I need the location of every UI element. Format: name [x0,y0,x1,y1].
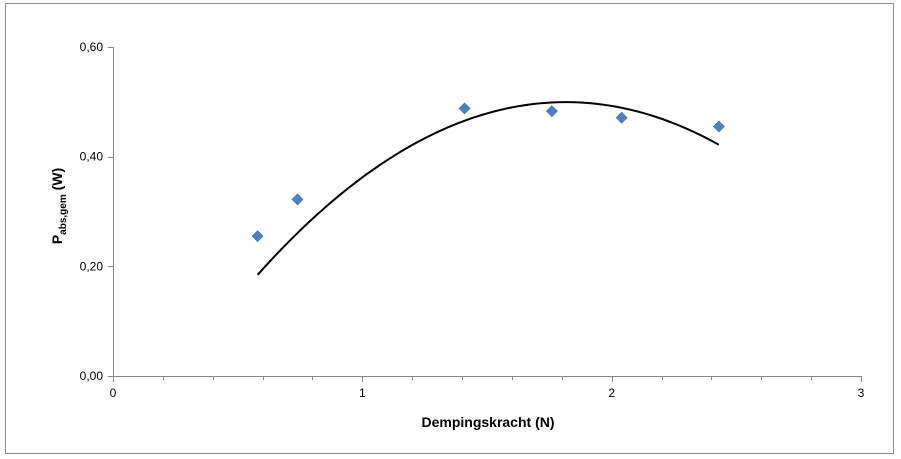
data-point [712,120,725,133]
y-tick-label: 0,60 [80,40,104,54]
trendline [256,101,720,276]
tick-labels-layer: 0,00 0,20 0,40 0,60 0 1 2 3 [80,40,865,400]
x-tick-label: 3 [858,386,865,400]
y-tick-label: 0,20 [80,259,104,273]
y-tick-label: 0,40 [80,150,104,164]
x-tick-label: 1 [359,386,366,400]
y-tick-label: 0,00 [80,369,104,383]
x-axis-title: Dempingskracht (N) [421,414,554,430]
axes-layer [108,47,862,382]
y-axis-title: Pabs,gem (W) [49,168,69,244]
chart-svg: 0,000,200,400,600 1 2 3 Dempingskracht (N) … [49,40,865,430]
x-tick-label: 2 [608,386,615,400]
chart-frame: 0,00 0,20 0,40 0,60 0 1 2 3 Dempingskracht (N) … [5,3,894,454]
trendline-layer [256,101,720,276]
data-point [545,105,558,118]
y-axis-title-main: P [49,235,65,244]
points-layer [251,102,725,243]
data-point [291,193,304,206]
data-point [458,102,471,115]
y-axis-title-subscript: abs,gem [58,194,69,235]
y-axis-title-unit: (W) [49,168,65,194]
x-tick-label: 0 [110,386,117,400]
data-point [615,111,628,124]
data-point [251,230,264,243]
